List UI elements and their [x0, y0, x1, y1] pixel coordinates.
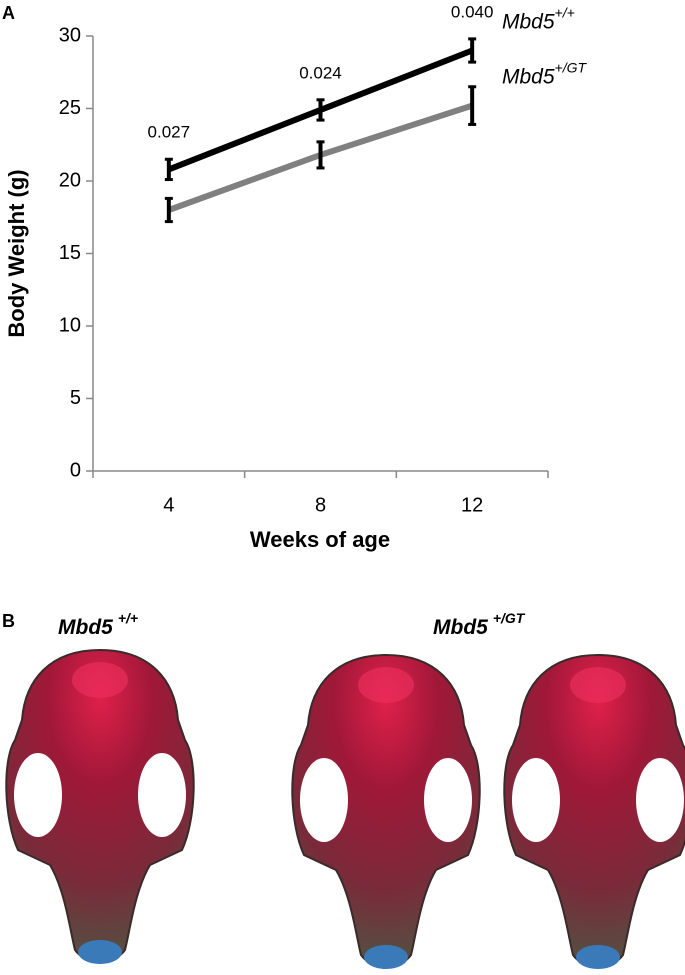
legend-entry: Mbd5+/GT — [502, 59, 587, 88]
y-tick-label: 20 — [59, 169, 81, 191]
genotype-label: Mbd5 +/GT — [433, 610, 526, 639]
y-tick-label: 10 — [59, 314, 81, 336]
legend-superscript: +/GT — [555, 59, 588, 75]
x-tick-label: 12 — [461, 494, 483, 516]
y-tick-label: 5 — [70, 387, 81, 409]
p-value: 0.040 — [451, 2, 494, 21]
error-bar — [316, 98, 325, 122]
genotype-name: Mbd5 — [58, 616, 113, 639]
error-bar — [164, 196, 173, 224]
error-bar — [468, 85, 477, 126]
legend-entry: Mbd5+/+ — [502, 4, 575, 33]
y-axis-title: Body Weight (g) — [4, 169, 29, 337]
error-bar — [164, 157, 173, 182]
y-tick-label: 30 — [59, 24, 81, 46]
error-bar — [468, 37, 477, 64]
p-value: 0.027 — [148, 123, 191, 142]
legend-name: Mbd5 — [502, 65, 555, 88]
panel-label: B — [2, 611, 15, 631]
y-tick-label: 25 — [59, 97, 81, 119]
y-tick-label: 15 — [59, 242, 81, 264]
y-tick-label: 0 — [70, 459, 81, 481]
panel-label: A — [2, 3, 15, 23]
legend-name: Mbd5 — [502, 10, 555, 33]
x-axis-title: Weeks of age — [250, 527, 390, 552]
genotype-label: Mbd5 +/+ — [58, 610, 138, 639]
genotype-name: Mbd5 — [433, 616, 488, 639]
x-tick-label: 4 — [163, 494, 174, 516]
legend-superscript: +/+ — [555, 4, 575, 20]
error-bar — [316, 140, 325, 170]
skull-images — [5, 649, 685, 970]
genotype-superscript: +/GT — [493, 610, 526, 626]
p-value: 0.024 — [299, 63, 342, 82]
x-tick-label: 8 — [315, 494, 326, 516]
genotype-superscript: +/+ — [118, 610, 138, 626]
